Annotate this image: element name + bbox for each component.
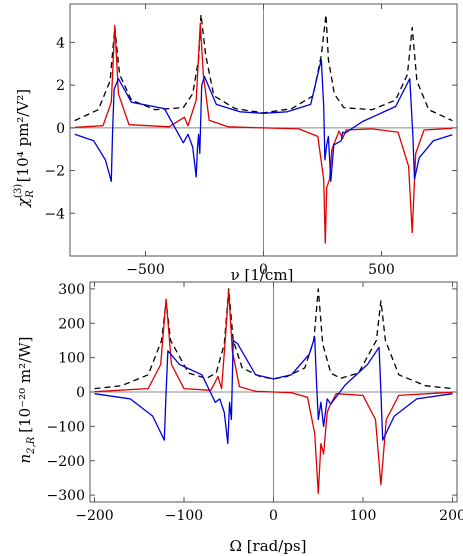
bottom-chart-x-tick-label: 100 bbox=[350, 508, 377, 524]
bottom-chart-x-tick-label: 0 bbox=[269, 508, 278, 524]
top-chart-y-tick-label: −2 bbox=[44, 164, 65, 180]
bottom-chart-series-red-curve bbox=[94, 289, 453, 495]
bottom-chart: −200 −100 0 100 200 −300 −200 −100 0 100 200 300 Ω … bbox=[16, 281, 463, 555]
bottom-chart-series-blue-curve bbox=[94, 336, 453, 445]
bottom-chart-series bbox=[90, 282, 457, 502]
svg-text:n2,R[10⁻²⁰ m²/W]: n2,R [10⁻²⁰ m²/W] bbox=[16, 337, 37, 464]
bottom-chart-y-axis-label: n2,R [10⁻²⁰ m²/W] bbox=[16, 337, 37, 464]
bottom-chart-x-tick-label: −100 bbox=[165, 508, 203, 524]
top-chart-y-tick-label: 4 bbox=[56, 35, 65, 51]
top-chart: −500 0 500 −4 −2 0 2 4 ν [1/cm] χ(3)R [10⁴ pm²/V… bbox=[13, 3, 458, 284]
bottom-chart-y-tick-label: 0 bbox=[76, 385, 85, 401]
top-chart-x-tick-label: 0 bbox=[259, 262, 268, 278]
bottom-chart-y-label-subscript: 2,R bbox=[26, 436, 37, 455]
top-chart-y-axis-label: χ(3)R [10⁴ pm²/V²] bbox=[13, 89, 36, 208]
top-chart-y-label-units: [10⁴ pm²/V²] bbox=[14, 89, 32, 182]
bottom-chart-y-tick-label: 300 bbox=[58, 282, 85, 298]
top-chart-series bbox=[70, 4, 457, 256]
bottom-chart-y-tick-label: 100 bbox=[58, 351, 85, 367]
top-chart-x-tick-label: −500 bbox=[126, 262, 164, 278]
top-chart-y-label-symbol: χ bbox=[14, 197, 32, 208]
top-chart-y-tick-label: −4 bbox=[44, 206, 65, 222]
bottom-chart-x-tick-label: −200 bbox=[75, 508, 113, 524]
top-chart-y-label-subscript: R bbox=[25, 190, 36, 199]
bottom-chart-x-tick-label: 200 bbox=[439, 508, 463, 524]
top-chart-series-blue-curve bbox=[74, 58, 453, 182]
bottom-chart-y-label-symbol: n bbox=[16, 454, 34, 464]
bottom-chart-ticks: −200 −100 0 100 200 −300 −200 −100 0 100 200 300 bbox=[47, 282, 463, 524]
top-chart-x-axis-label: ν [1/cm] bbox=[231, 266, 294, 284]
top-chart-y-tick-label: 0 bbox=[56, 121, 65, 137]
bottom-chart-y-tick-label: −200 bbox=[47, 454, 85, 470]
top-chart-y-label-superscript: (3) bbox=[13, 184, 24, 198]
top-chart-ticks: −500 0 500 −4 −2 0 2 4 bbox=[44, 4, 457, 278]
top-chart-x-tick-label: 500 bbox=[368, 262, 395, 278]
bottom-chart-x-axis-label: Ω [rad/ps] bbox=[230, 537, 307, 555]
top-chart-y-tick-label: 2 bbox=[56, 78, 65, 94]
svg-text:χ(3)R[10⁴ pm²/V²]: χ(3)R [10⁴ pm²/V²] bbox=[13, 89, 36, 208]
bottom-chart-y-tick-label: 200 bbox=[58, 316, 85, 332]
top-chart-series-red-curve bbox=[74, 22, 453, 244]
bottom-chart-y-label-units: [10⁻²⁰ m²/W] bbox=[16, 337, 34, 433]
bottom-chart-y-tick-label: −100 bbox=[47, 419, 85, 435]
bottom-chart-y-tick-label: −300 bbox=[47, 488, 85, 504]
